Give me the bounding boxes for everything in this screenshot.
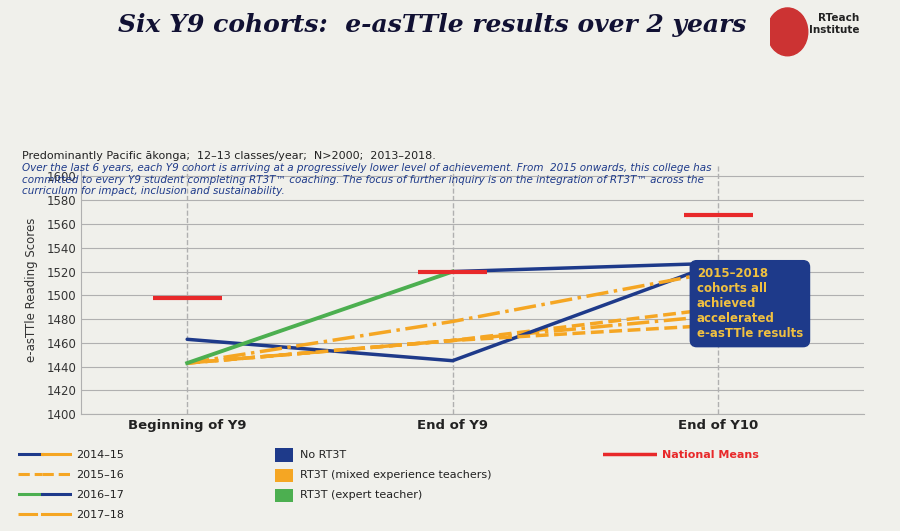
Text: 2016–17: 2016–17: [76, 490, 124, 500]
Text: 2017–18: 2017–18: [76, 510, 124, 520]
Text: Over the last 6 years, each Y9 cohort is arriving at a progressively lower level: Over the last 6 years, each Y9 cohort is…: [22, 163, 712, 196]
Circle shape: [767, 8, 808, 56]
Text: RT3T (expert teacher): RT3T (expert teacher): [300, 490, 422, 500]
Text: RTeach
Institute: RTeach Institute: [809, 13, 860, 35]
Text: RT3T (mixed experience teachers): RT3T (mixed experience teachers): [300, 470, 491, 479]
Text: 2015–2018
cohorts all
achieved
accelerated
e-asTTle results: 2015–2018 cohorts all achieved accelerat…: [697, 267, 803, 340]
FancyBboxPatch shape: [275, 489, 293, 502]
FancyBboxPatch shape: [275, 468, 293, 482]
Text: No RT3T: No RT3T: [300, 450, 346, 459]
Text: 2015–16: 2015–16: [76, 470, 124, 479]
Y-axis label: e-asTTle Reading Scores: e-asTTle Reading Scores: [25, 217, 38, 362]
Text: National Means: National Means: [662, 450, 759, 459]
Text: Predominantly Pacific ākonga;  12–13 classes/year;  N>2000;  2013–2018.: Predominantly Pacific ākonga; 12–13 clas…: [22, 151, 436, 161]
Text: Six Y9 cohorts:  e-asTTle results over 2 years: Six Y9 cohorts: e-asTTle results over 2 …: [118, 13, 746, 37]
FancyBboxPatch shape: [275, 448, 293, 462]
Text: 2014–15: 2014–15: [76, 450, 124, 459]
